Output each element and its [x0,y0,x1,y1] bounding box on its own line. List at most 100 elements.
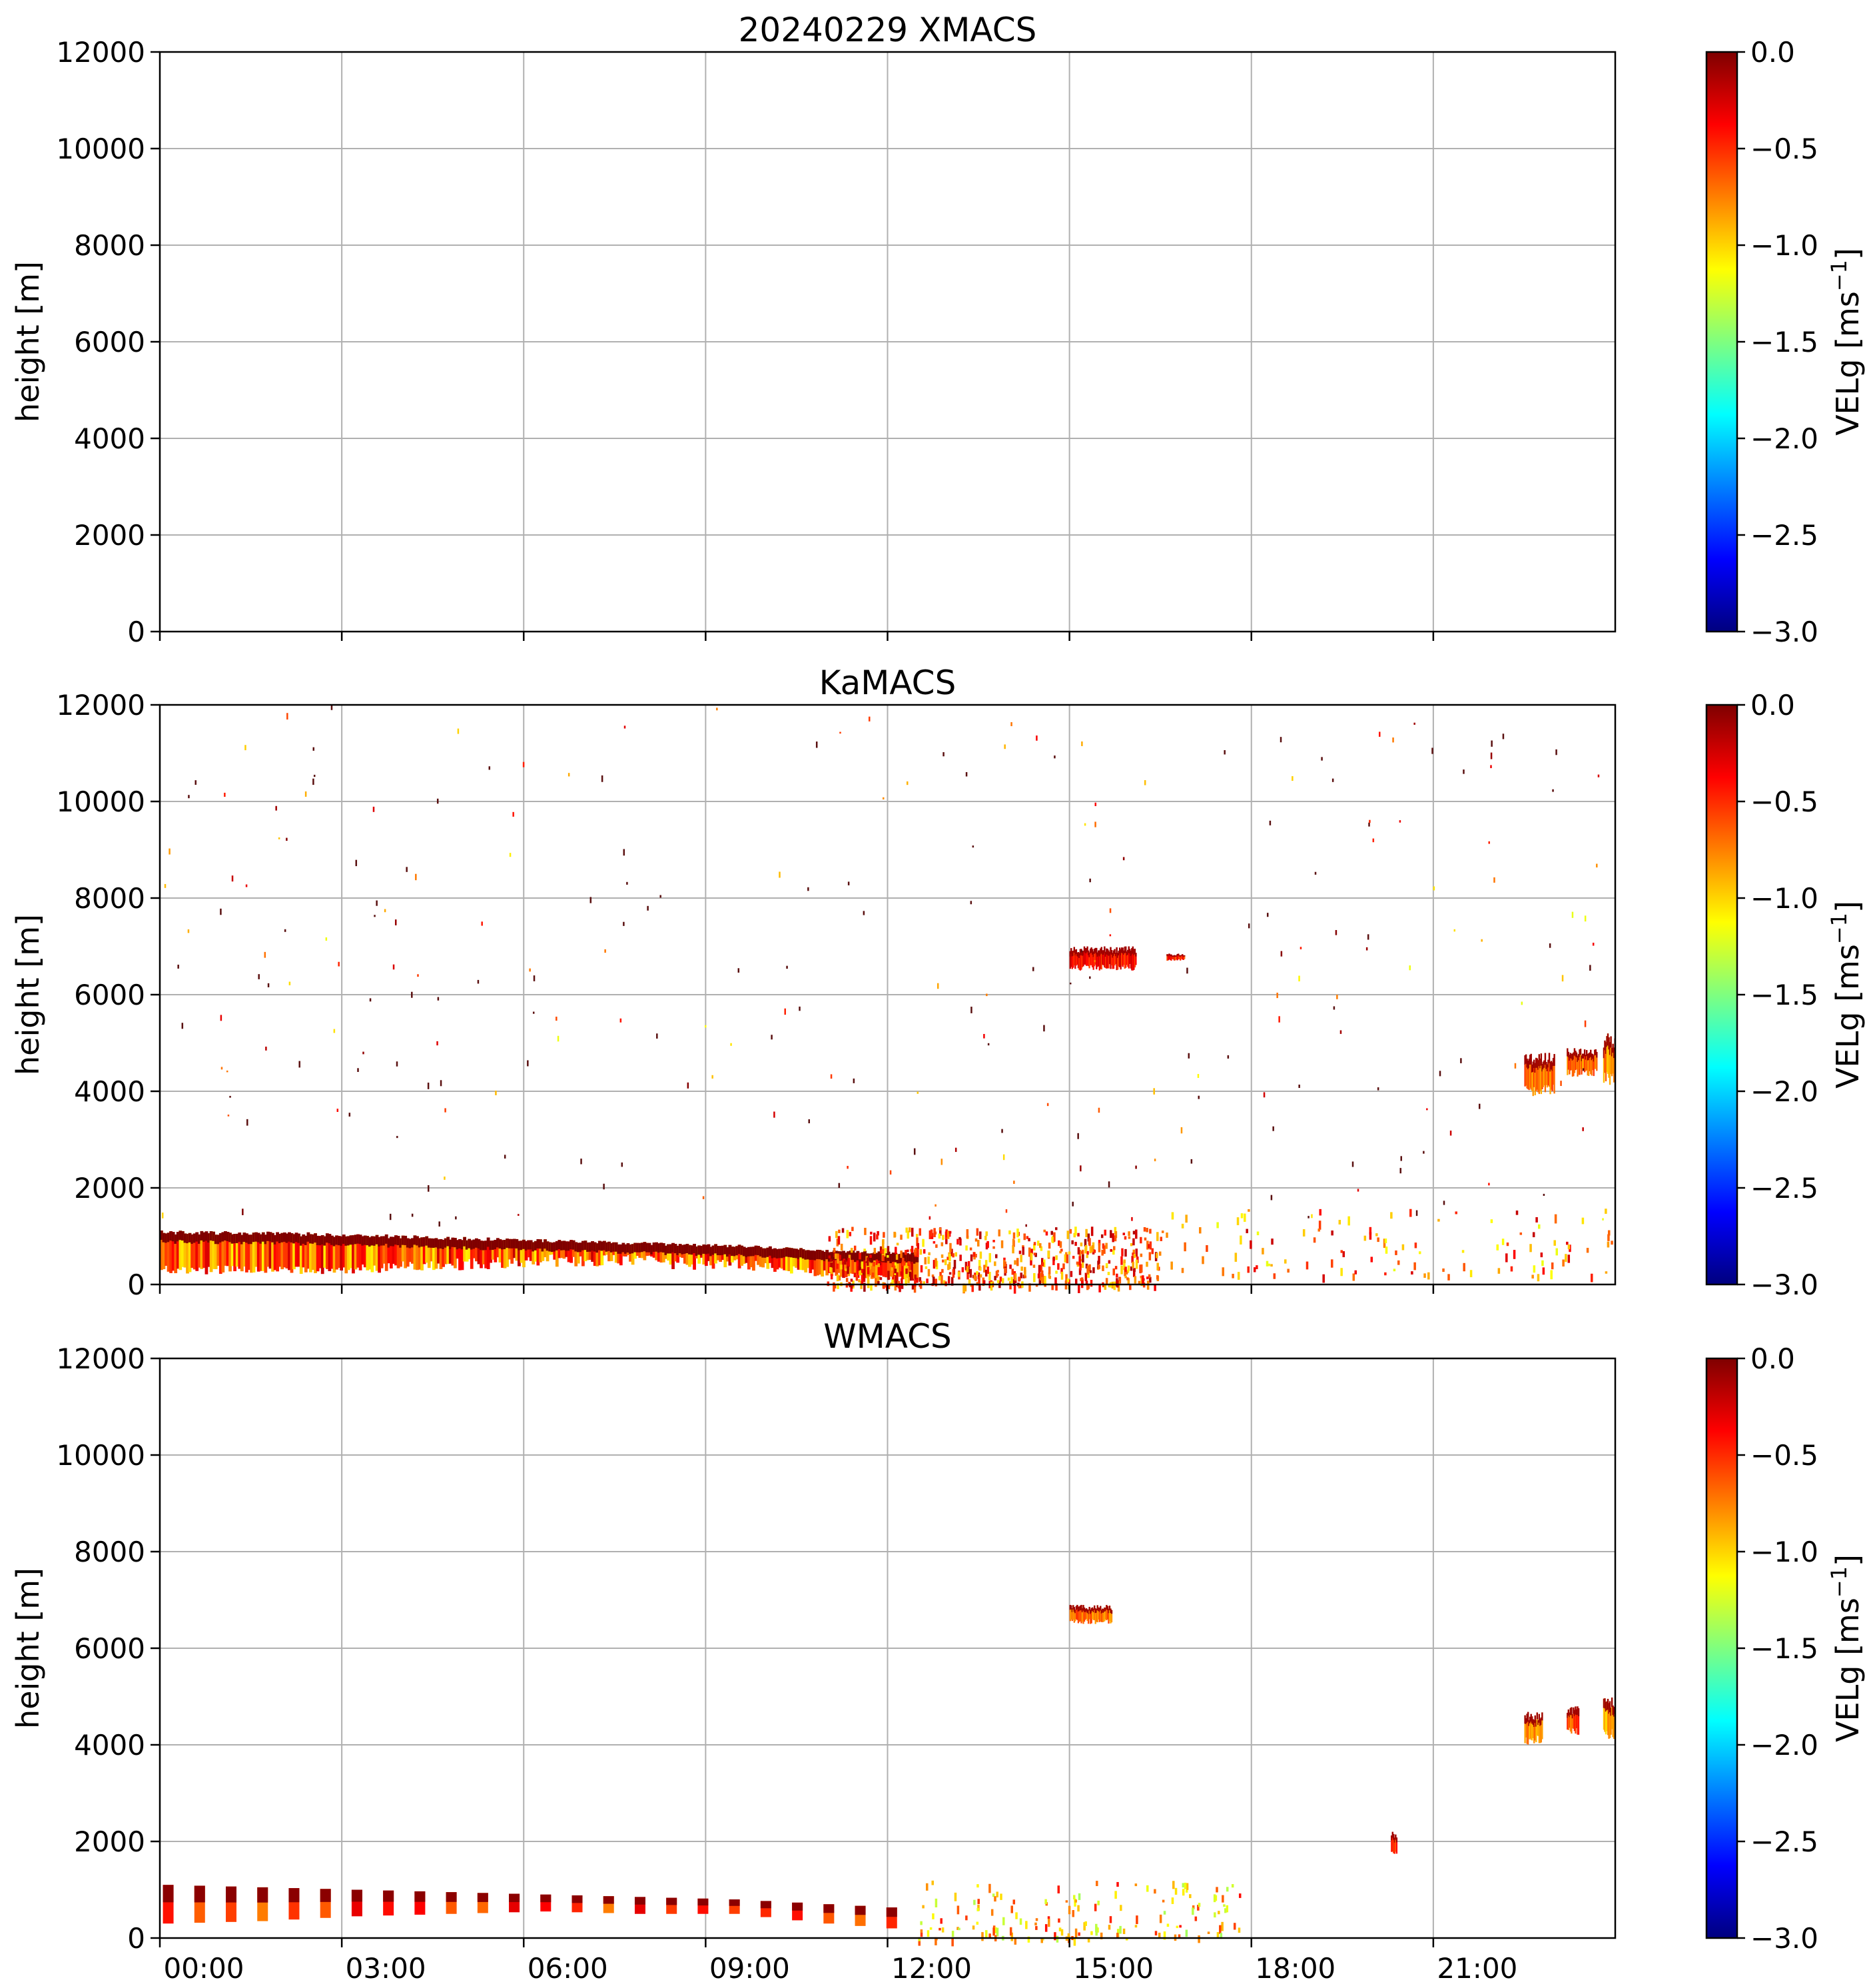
data-cell-top [1076,1604,1078,1610]
data-point [1589,965,1591,971]
data-cell [1180,955,1182,961]
data-point [1124,1248,1127,1257]
data-cell [1175,955,1178,960]
data-column [288,1232,291,1270]
data-cell [1108,1608,1110,1624]
data-column-top [669,1244,673,1254]
data-point [1015,1912,1018,1919]
data-cell-top [1102,1608,1104,1613]
data-point [965,1915,968,1921]
data-column [190,1234,194,1268]
data-cell [1122,947,1124,967]
data-column-top [221,1232,225,1242]
data-point [1074,1928,1078,1938]
data-column-top [512,1239,516,1248]
data-point [1023,1233,1026,1241]
data-column [209,1231,213,1272]
data-cell-top [1569,1053,1572,1059]
data-column-top [427,1238,431,1248]
data-cell-top [1573,1710,1576,1717]
data-cell-top [1550,1061,1553,1070]
data-column [880,1252,883,1276]
data-point [988,1933,991,1939]
data-point [427,1185,430,1192]
data-cell-top [1069,1604,1071,1610]
data-column [569,1240,573,1263]
data-point [1182,1883,1185,1888]
data-column [614,1242,618,1263]
data-point [1510,1266,1513,1272]
data-column-top [657,1243,661,1253]
data-column-top [399,1238,402,1248]
data-cell [1072,951,1074,968]
data-column-top [414,1891,426,1902]
data-point [1059,1241,1062,1248]
data-point [1133,1254,1136,1258]
data-point [1116,1273,1118,1278]
data-point [877,1276,880,1284]
data-cell [1071,951,1073,969]
data-column [607,1241,611,1262]
data-cell-top [1530,1714,1532,1722]
data-point [567,773,570,777]
data-column [501,1240,504,1268]
data-cell [1096,1608,1098,1622]
colorbar-tick-label: −2.5 [1750,1825,1818,1858]
data-point [1276,993,1278,999]
data-point [1377,1237,1379,1242]
data-point [1311,1214,1313,1219]
data-cell-top [1593,1055,1595,1062]
data-point [883,1251,886,1257]
data-column [472,1239,476,1258]
data-cell [1591,1053,1593,1076]
data-point [623,849,625,856]
data-point [1038,1264,1041,1274]
data-point [905,1227,908,1233]
data-column-top [446,1237,450,1246]
data-point [1172,1881,1175,1889]
data-point [1266,913,1269,917]
data-cell-top [1613,1707,1615,1717]
data-column-top [401,1235,405,1245]
data-cell [1541,1712,1543,1740]
data-point [187,929,190,933]
data-column-top [555,1241,559,1250]
data-point [495,1091,497,1095]
data-point [893,1231,896,1238]
data-point [1154,1284,1156,1291]
data-column [463,1237,466,1262]
data-point [1131,1256,1134,1263]
data-point [1057,1885,1060,1894]
data-cell [1589,1052,1591,1071]
data-point [914,1252,917,1256]
data-point [942,1259,944,1262]
data-point [1607,1234,1610,1241]
data-point [786,965,788,969]
data-column-top [480,1241,483,1250]
x-tick-label: 03:00 [346,1952,426,1985]
data-cell [1530,1053,1532,1090]
data-point [1351,1161,1354,1167]
data-point [1127,1278,1130,1285]
data-cell [1102,950,1104,965]
data-point [477,979,480,984]
data-point [1414,1242,1417,1248]
data-point [1222,1267,1224,1276]
data-point [877,1231,879,1236]
data-point [1034,1922,1037,1926]
data-point [1535,1217,1538,1223]
data-cell-top [1078,953,1080,958]
data-point [1156,1232,1159,1241]
data-column-top [160,1231,163,1241]
data-point [976,1884,979,1888]
data-point [1048,1266,1051,1274]
data-point [853,1272,857,1278]
data-point [1065,1900,1068,1903]
data-point [1555,749,1557,755]
data-point [1336,995,1338,999]
y-tick-label: 2000 [74,1825,145,1858]
data-cell-top [1098,1608,1100,1612]
data-point [1089,878,1091,883]
data-point [1039,1242,1042,1248]
data-point [830,1274,833,1280]
